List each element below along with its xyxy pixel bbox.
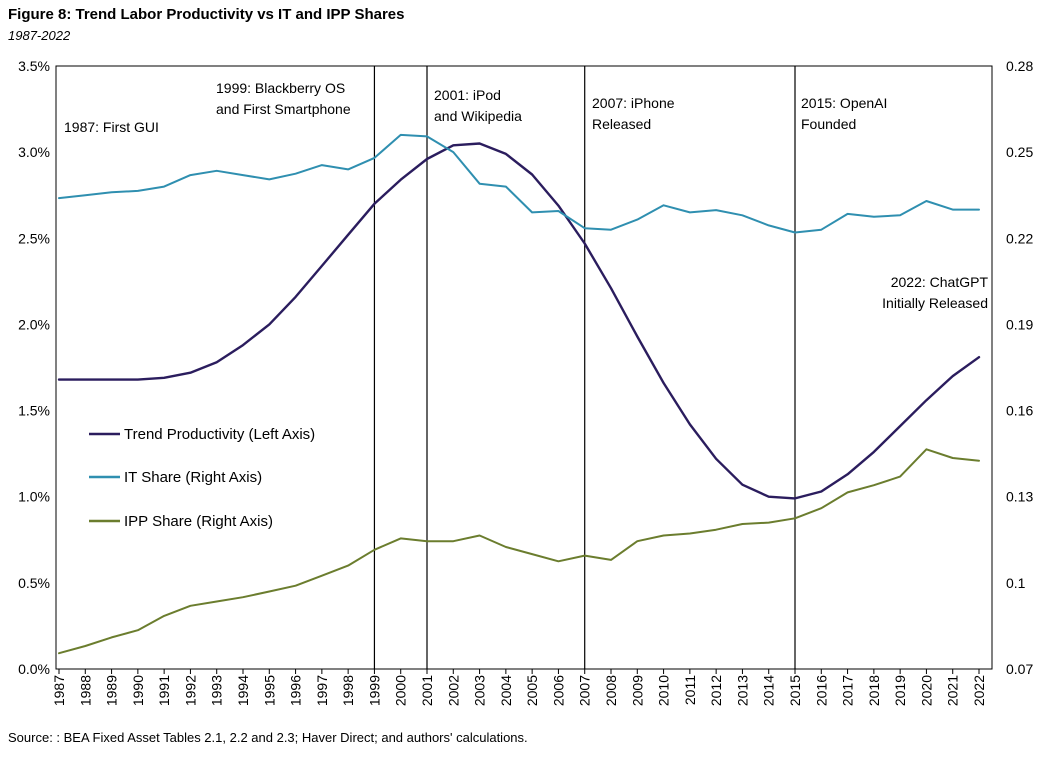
right-axis-tick-label: 0.22 [1006, 230, 1033, 246]
x-axis-tick-label: 1989 [104, 675, 120, 706]
x-axis-tick-label: 2022 [971, 675, 987, 706]
event-label-2001: 2001: iPod [434, 87, 501, 103]
left-axis-tick-label: 1.0% [18, 489, 50, 505]
x-axis-tick-label: 1996 [288, 675, 304, 706]
legend-label-it-share: IT Share (Right Axis) [124, 469, 262, 486]
left-axis-tick-label: 3.0% [18, 144, 50, 160]
x-axis-tick-label: 2019 [892, 675, 908, 706]
annotation-label: Initially Released [882, 295, 988, 311]
right-axis-tick-label: 0.16 [1006, 403, 1033, 419]
x-axis-tick-label: 1987 [51, 675, 67, 706]
x-axis-tick-label: 1994 [235, 675, 251, 706]
chart-subtitle: 1987-2022 [8, 28, 71, 43]
x-axis-tick-label: 2010 [656, 675, 672, 706]
chart-source: Source: : BEA Fixed Asset Tables 2.1, 2.… [8, 730, 528, 745]
x-axis-tick-label: 2021 [945, 675, 961, 706]
x-axis-tick-label: 2003 [472, 675, 488, 706]
x-axis-tick-label: 2007 [577, 675, 593, 706]
left-axis: 0.0% 0.5% 1.0% 1.5% 2.0% 2.5% 3.0% 3.5% [18, 58, 50, 677]
right-axis-tick-label: 0.25 [1006, 144, 1033, 160]
left-axis-tick-label: 0.5% [18, 575, 50, 591]
event-label-2007: 2007: iPhone [592, 95, 675, 111]
plot-area-frame [55, 65, 993, 670]
right-axis: 0.07 0.1 0.13 0.16 0.19 0.22 0.25 0.28 [1006, 58, 1033, 677]
x-axis-tick-label: 2011 [682, 675, 698, 705]
left-axis-tick-label: 2.0% [18, 316, 50, 332]
right-axis-tick-label: 0.19 [1006, 316, 1033, 332]
series-line-ipp-share [58, 448, 980, 655]
x-axis-tick-label: 2015 [787, 675, 803, 706]
right-axis-tick-label: 0.13 [1006, 489, 1033, 505]
legend-label-trend-productivity: Trend Productivity (Left Axis) [124, 426, 315, 443]
series-line-it-share [58, 133, 980, 234]
event-label-2001: and Wikipedia [434, 108, 522, 124]
x-axis-tick-label: 2012 [708, 675, 724, 706]
x-axis-tick-label: 2013 [734, 675, 750, 706]
x-axis-tick-label: 2020 [918, 675, 934, 706]
x-axis-tick-label: 2016 [813, 675, 829, 706]
x-axis-tick-label: 1998 [340, 675, 356, 706]
x-axis-tick-label: 1997 [314, 675, 330, 706]
x-axis-tick-label: 2009 [629, 675, 645, 706]
x-axis-tick-label: 2002 [445, 675, 461, 706]
left-axis-tick-label: 3.5% [18, 58, 50, 74]
x-axis-tick-label: 1988 [77, 675, 93, 706]
legend: Trend Productivity (Left Axis) IT Share (… [89, 426, 315, 530]
annotation-label: 1987: First GUI [64, 119, 159, 135]
event-label-1999: 1999: Blackberry OS [216, 80, 345, 96]
x-axis-tick-label: 2008 [603, 675, 619, 706]
annotations: 1999: Blackberry OS and First Smartphone 2… [64, 80, 988, 311]
x-axis-tick-label: 1993 [209, 675, 225, 706]
event-label-2007: Released [592, 116, 651, 132]
event-label-2015: 2015: OpenAI [801, 95, 887, 111]
x-axis-tick-label: 2004 [498, 675, 514, 706]
x-axis-tick-label: 2001 [419, 675, 435, 706]
left-axis-tick-label: 0.0% [18, 661, 50, 677]
event-lines [373, 66, 796, 669]
right-axis-tick-label: 0.28 [1006, 58, 1033, 74]
x-axis-tick-label: 1990 [130, 675, 146, 706]
x-axis-tick-label: 1992 [182, 675, 198, 706]
legend-label-ipp-share: IPP Share (Right Axis) [124, 513, 273, 530]
x-axis-tick-label: 2000 [393, 675, 409, 706]
x-axis-tick-label: 2018 [866, 675, 882, 706]
x-axis-tick-label: 2017 [840, 675, 856, 706]
event-label-1999: and First Smartphone [216, 101, 351, 117]
left-axis-tick-label: 2.5% [18, 230, 50, 246]
x-axis: 1987 1988 1989 1990 1991 1992 1993 1994 1995 1996… [51, 669, 987, 706]
x-axis-tick-label: 2006 [550, 675, 566, 706]
chart-title: Figure 8: Trend Labor Productivity vs IT… [8, 6, 405, 23]
x-axis-tick-label: 1999 [366, 675, 382, 706]
left-axis-tick-label: 1.5% [18, 403, 50, 419]
x-axis-tick-label: 1991 [156, 675, 172, 706]
series-lines [57, 133, 981, 655]
annotation-label: 2022: ChatGPT [891, 274, 989, 290]
event-label-2015: Founded [801, 116, 856, 132]
series-line-trend-productivity [57, 142, 981, 500]
x-axis-tick-label: 2014 [761, 675, 777, 706]
x-axis-tick-label: 1995 [261, 675, 277, 706]
x-axis-tick-label: 2005 [524, 675, 540, 706]
right-axis-tick-label: 0.1 [1006, 575, 1026, 591]
right-axis-tick-label: 0.07 [1006, 661, 1033, 677]
